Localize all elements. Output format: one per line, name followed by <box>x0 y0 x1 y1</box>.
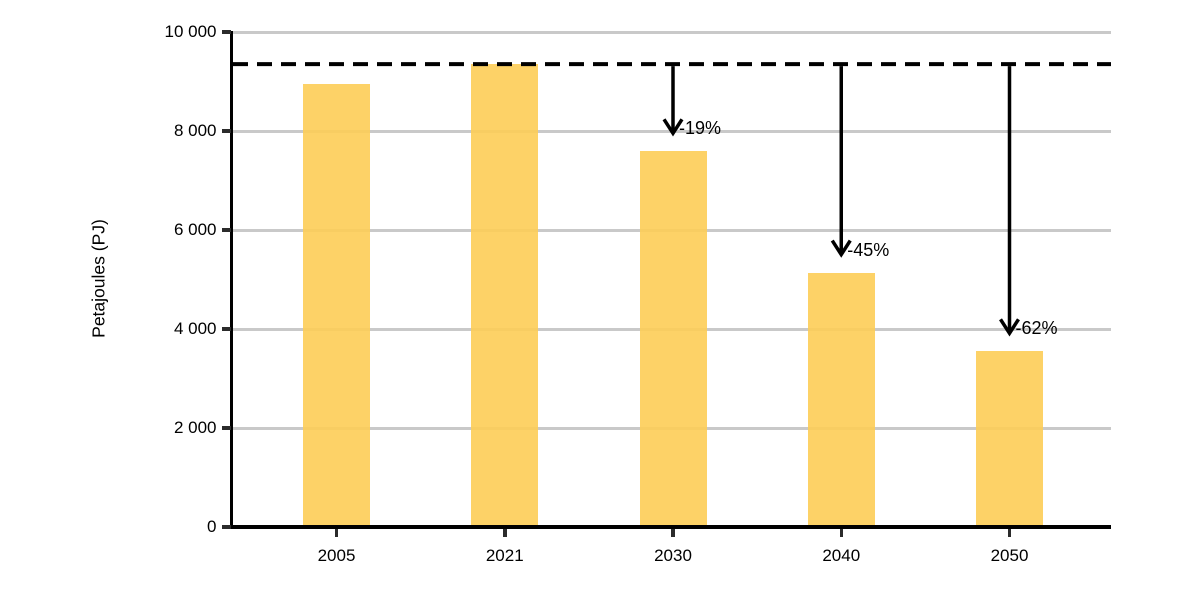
y-tick-label: 4 000 <box>173 319 217 338</box>
bar-2021 <box>471 64 539 528</box>
y-tick-label: 8 000 <box>173 121 217 140</box>
bar-2040 <box>807 272 875 528</box>
gridline <box>233 30 1111 34</box>
x-tick <box>1007 528 1012 537</box>
x-tick-label-2030: 2030 <box>654 546 692 565</box>
y-tick <box>221 129 231 133</box>
y-tick <box>221 426 231 430</box>
x-axis-line <box>229 525 1111 529</box>
y-tick-label: 0 <box>207 517 217 536</box>
bar-2050 <box>976 351 1043 528</box>
y-tick-label: 6 000 <box>173 220 217 239</box>
x-tick <box>671 528 675 537</box>
y-tick <box>221 525 231 529</box>
x-tick-label-2050: 2050 <box>990 546 1029 565</box>
x-tick <box>334 528 339 537</box>
x-tick <box>503 528 507 537</box>
x-tick-label-2005: 2005 <box>317 546 356 565</box>
y-tick-label: 10 000 <box>164 22 217 41</box>
y-axis-line <box>229 30 233 529</box>
y-tick <box>221 327 231 331</box>
y-tick <box>221 228 231 232</box>
x-tick-label-2040: 2040 <box>822 546 861 565</box>
percent-label-2050: -62% <box>1015 318 1058 339</box>
bar-2030 <box>639 151 707 528</box>
x-tick <box>839 528 843 537</box>
percent-label-2030: -19% <box>679 118 722 139</box>
y-tick-label: 2 000 <box>173 418 217 437</box>
y-tick <box>221 30 231 34</box>
percent-label-2040: -45% <box>847 239 890 260</box>
x-tick-label-2021: 2021 <box>485 546 524 565</box>
bar-2005 <box>303 83 370 528</box>
